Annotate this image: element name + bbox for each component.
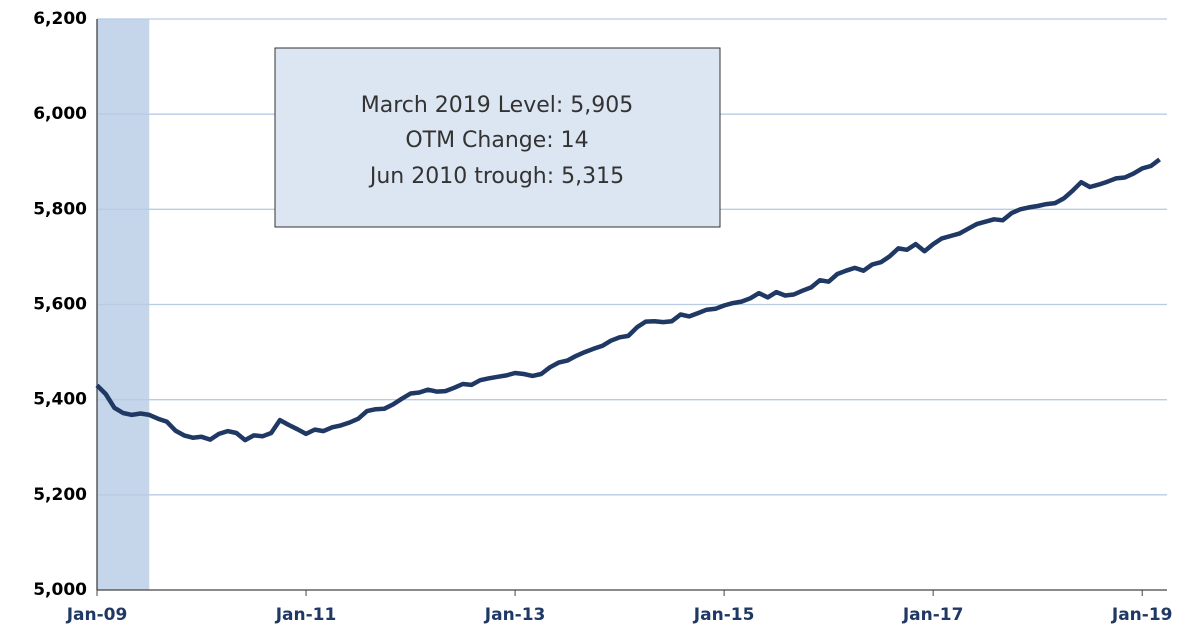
x-tick-label: Jan-19 bbox=[1111, 605, 1173, 625]
annotation: March 2019 Level: 5,905 bbox=[361, 93, 634, 118]
y-tick-label: 6,200 bbox=[33, 9, 87, 29]
y-tick-label: 5,800 bbox=[33, 199, 87, 219]
y-tick-label: 6,000 bbox=[33, 104, 87, 124]
annotation-box bbox=[274, 47, 721, 228]
annotation: OTM Change: 14 bbox=[405, 128, 588, 153]
y-tick-label: 5,400 bbox=[33, 390, 87, 410]
x-tick-label: Jan-15 bbox=[693, 605, 755, 625]
x-tick-label: Jan-13 bbox=[484, 605, 546, 625]
x-tick-label: Jan-17 bbox=[902, 605, 964, 625]
y-tick-label: 5,200 bbox=[33, 485, 87, 505]
y-tick-label: 5,600 bbox=[33, 295, 87, 315]
line bbox=[95, 157, 1161, 443]
y-tick-label: 5,000 bbox=[33, 580, 87, 600]
x-tick-label: Jan-11 bbox=[275, 605, 337, 625]
annotation: Jun 2010 trough: 5,315 bbox=[368, 164, 624, 189]
x-tick-label: Jan-09 bbox=[66, 605, 128, 625]
